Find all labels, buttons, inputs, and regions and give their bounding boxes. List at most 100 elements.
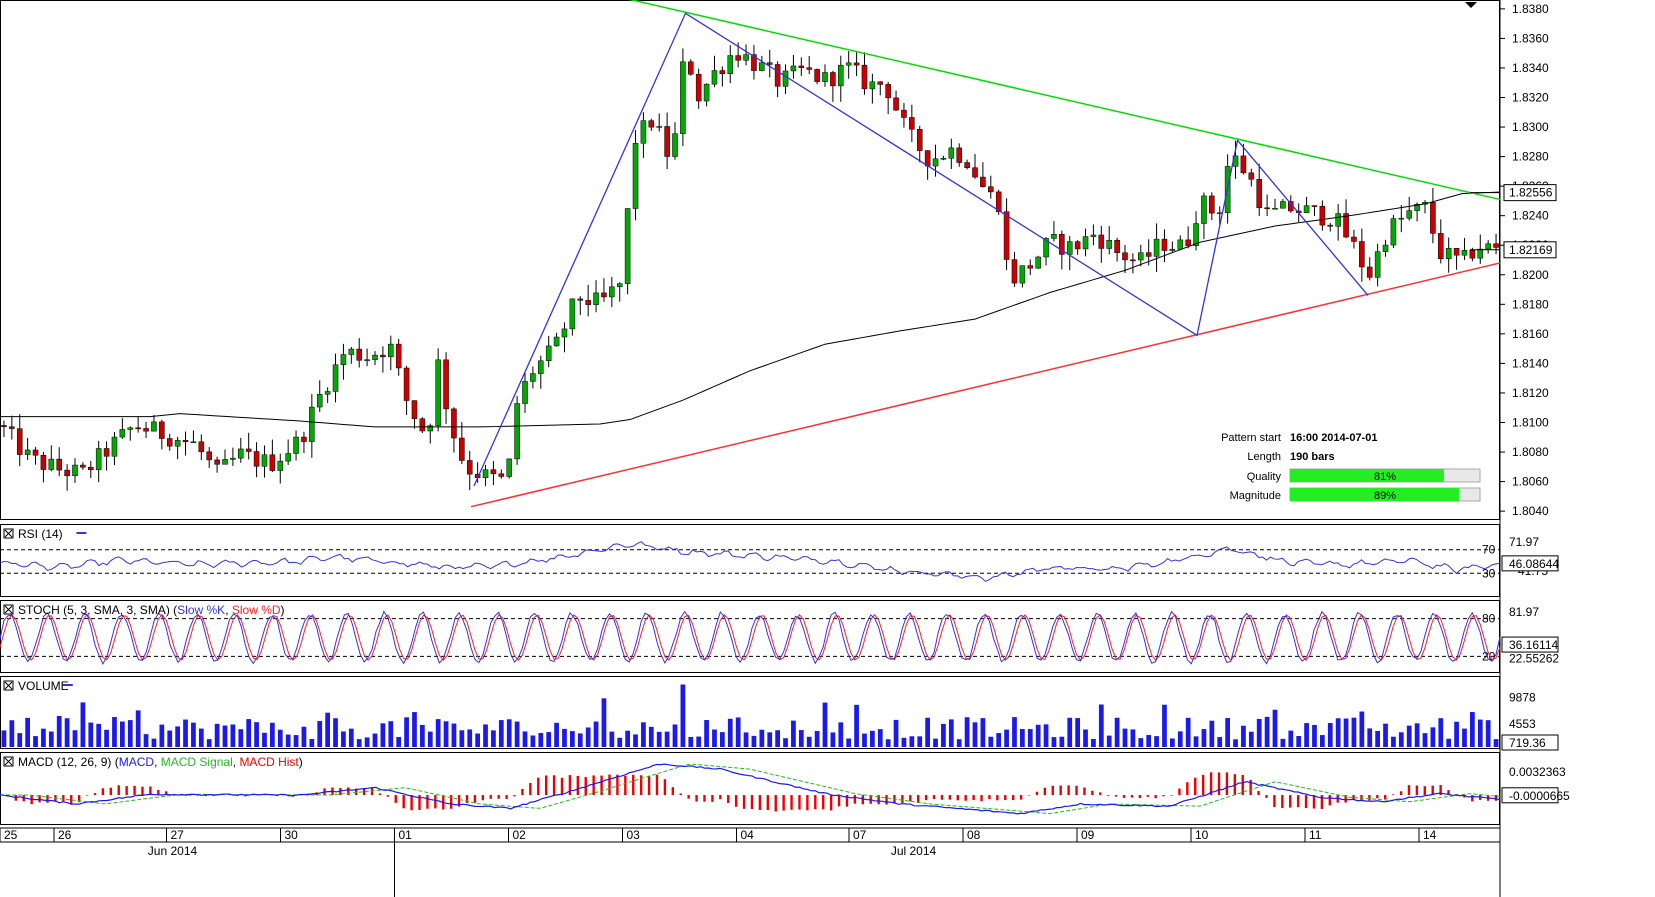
- volume-bar: [577, 733, 583, 747]
- macd-hist-bar: [885, 795, 888, 805]
- volume-bar: [704, 720, 709, 747]
- candle-body: [1398, 217, 1405, 220]
- volume-bar: [388, 721, 394, 747]
- candle-body: [522, 381, 528, 404]
- candle-body: [1469, 250, 1476, 259]
- volume-bar: [1367, 728, 1373, 747]
- macd-hist-bar: [568, 775, 572, 796]
- macd-hist-bar: [560, 777, 564, 796]
- volume-bar: [222, 725, 228, 747]
- candle-body: [798, 65, 805, 68]
- candle-body: [1019, 265, 1026, 284]
- pattern-meter-fill-2: [1290, 469, 1444, 482]
- volume-bar: [459, 730, 465, 747]
- candle-body: [293, 436, 299, 454]
- volume-bar: [309, 738, 315, 747]
- price-tick-label: 1.8320: [1512, 91, 1549, 105]
- macd-hist-bar: [837, 795, 841, 807]
- volume-bar: [33, 736, 38, 747]
- macd-hist-bar: [196, 795, 200, 796]
- day-label: 01: [399, 828, 413, 842]
- macd-hist-bar: [1257, 791, 1260, 796]
- candle-body: [893, 97, 899, 111]
- volume-bar: [1438, 718, 1444, 747]
- macd-hist-bar: [529, 783, 532, 796]
- candle-body: [877, 81, 884, 85]
- volume-bar: [996, 733, 1002, 747]
- macd-hist-bar: [1281, 795, 1284, 809]
- macd-hist-bar: [679, 793, 682, 796]
- price-tick-label: 1.8280: [1512, 150, 1549, 164]
- candle-body: [348, 348, 355, 355]
- volume-bar: [593, 721, 599, 747]
- volume-bar: [475, 733, 480, 747]
- macd-hist-bar: [1447, 790, 1450, 796]
- candle-body: [1382, 244, 1389, 252]
- candle-body: [1438, 233, 1444, 260]
- panel-close-icon: [4, 757, 13, 766]
- candle-body: [380, 354, 386, 358]
- candle-body: [459, 437, 465, 461]
- candle-body: [1493, 243, 1499, 248]
- volume-bar: [1043, 724, 1049, 747]
- volume-bar: [317, 721, 323, 747]
- candle-body: [711, 70, 718, 85]
- volume-bar: [885, 739, 891, 747]
- candle-body: [782, 70, 789, 87]
- macd-hist-bar: [180, 795, 184, 796]
- candle-body: [95, 448, 102, 471]
- macd-hist-bar: [758, 795, 762, 810]
- macd-hist-bar: [410, 795, 413, 811]
- candle-body: [569, 298, 576, 330]
- candle-body: [1, 425, 7, 427]
- macd-hist-bar: [1273, 795, 1276, 807]
- volume-bar: [530, 735, 536, 747]
- volume-bar: [791, 720, 796, 747]
- volume-bar: [483, 724, 488, 747]
- macd-hist-bar: [964, 795, 967, 801]
- candle-body: [56, 458, 62, 471]
- volume-bar: [956, 739, 962, 747]
- macd-hist-bar: [355, 788, 358, 796]
- macd-hist-bar: [1146, 795, 1149, 797]
- candle-body: [1272, 207, 1278, 210]
- volume-bar: [238, 729, 244, 747]
- macd-hist-bar: [1091, 790, 1094, 796]
- candle-body: [601, 292, 607, 298]
- panel-close-icon: [4, 681, 13, 690]
- candle-body: [1145, 252, 1152, 257]
- macd-hist-bar: [917, 795, 920, 804]
- candle-body: [24, 449, 31, 455]
- volume-bar: [727, 718, 733, 747]
- volume-bar: [1422, 733, 1428, 747]
- volume-bar: [1177, 731, 1183, 747]
- macd-hist-bar: [790, 795, 793, 810]
- volume-bar: [1217, 737, 1223, 747]
- volume-bar: [88, 722, 94, 747]
- panel-close-icon: [4, 605, 13, 614]
- month-label: Jul 2014: [891, 844, 937, 858]
- macd-hist-bar: [996, 795, 999, 801]
- rsi-panel: 70 30 RSI (14): [0, 527, 1501, 582]
- candle-body: [845, 62, 852, 66]
- candle-body: [948, 147, 955, 159]
- macd-line: [0, 763, 1501, 815]
- macd-hist-bar: [1186, 782, 1189, 796]
- volume-bar: [183, 719, 188, 747]
- volume-bar: [80, 702, 86, 747]
- volume-bar: [104, 729, 109, 747]
- candle-body: [664, 126, 670, 157]
- macd-hist-bar: [1043, 787, 1047, 796]
- macd-hist-bar: [347, 787, 350, 796]
- volume-bar: [214, 723, 220, 747]
- volume-bar: [1256, 718, 1262, 747]
- candle-body: [553, 336, 560, 347]
- volume-bar: [601, 698, 607, 747]
- candle-body: [648, 120, 655, 128]
- volume-bar: [206, 739, 212, 747]
- candle-body: [356, 348, 362, 361]
- volume-bar: [980, 718, 986, 747]
- candle-body: [1240, 155, 1247, 174]
- macd-hist-bar: [1479, 795, 1482, 800]
